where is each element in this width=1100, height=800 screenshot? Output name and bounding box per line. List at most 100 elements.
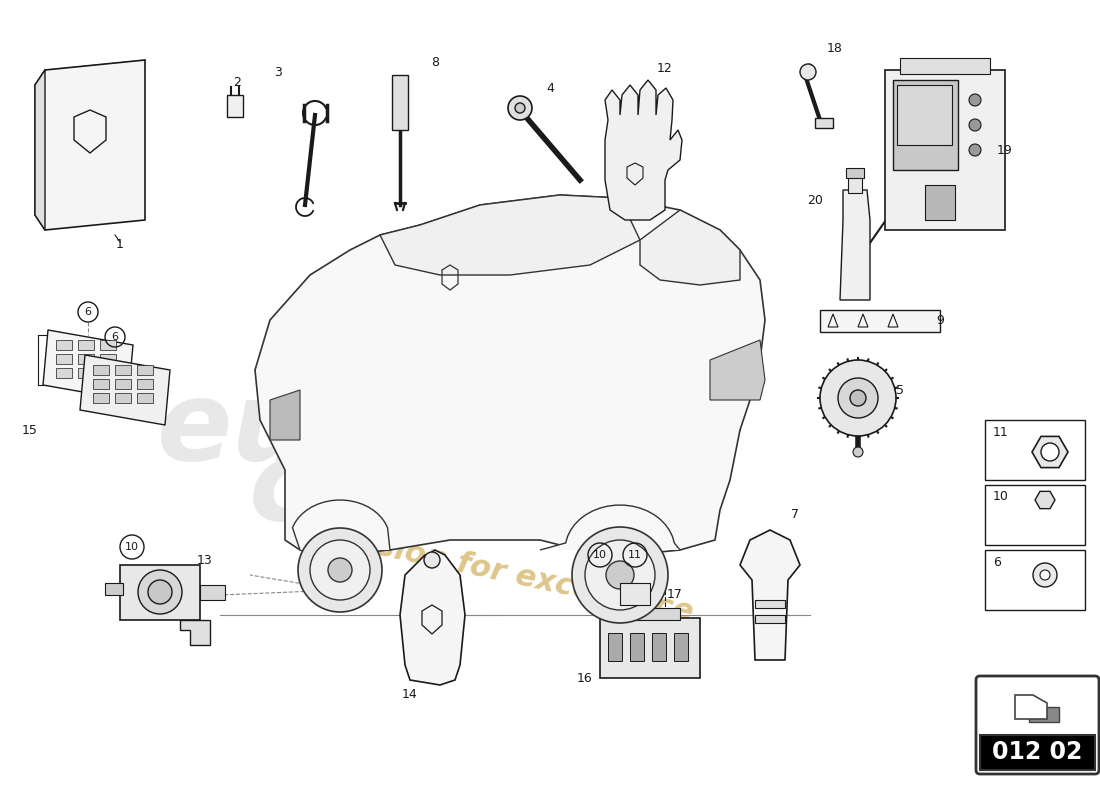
Polygon shape [43,330,133,400]
Bar [56,354,72,364]
Polygon shape [80,355,170,425]
FancyBboxPatch shape [976,676,1099,774]
Polygon shape [379,195,640,275]
Polygon shape [35,70,45,230]
Polygon shape [710,340,764,400]
Bar [620,608,680,620]
Bar [120,565,200,620]
Bar [56,340,72,350]
Bar [56,368,72,378]
Bar [608,633,622,661]
Text: 16: 16 [578,671,593,685]
Bar [674,633,688,661]
Circle shape [148,580,172,604]
Text: euro: euro [157,377,443,483]
Text: 3: 3 [274,66,282,79]
Circle shape [138,570,182,614]
Polygon shape [640,210,740,285]
Bar [138,379,153,389]
Text: 2: 2 [233,77,241,90]
Circle shape [1033,563,1057,587]
Circle shape [515,103,525,113]
Bar [78,340,94,350]
Bar [984,420,1085,480]
Bar [652,633,666,661]
Bar [886,70,1005,230]
Polygon shape [1032,437,1068,467]
Text: 12: 12 [657,62,673,74]
Text: 6: 6 [111,332,119,342]
Bar [848,175,862,193]
Circle shape [800,64,816,80]
Circle shape [508,96,532,120]
Bar [94,379,109,389]
Circle shape [328,558,352,582]
Bar [138,365,153,375]
Text: 1: 1 [117,238,124,251]
Bar [846,168,864,178]
Text: a passion for excellence: a passion for excellence [284,513,696,627]
Circle shape [969,144,981,156]
Bar [78,368,94,378]
Text: 7: 7 [791,509,799,522]
Polygon shape [400,550,465,685]
Bar [755,600,785,608]
Bar [896,85,951,145]
Bar [116,365,131,375]
Polygon shape [35,60,145,230]
Bar [116,379,131,389]
Polygon shape [270,390,300,440]
Bar [900,58,990,74]
Text: 012 02: 012 02 [992,740,1082,764]
Text: 6: 6 [993,555,1001,569]
Text: 6: 6 [85,307,91,317]
Bar [116,393,131,403]
Bar [138,393,153,403]
Bar [815,118,833,128]
Bar [630,633,644,661]
Polygon shape [1015,695,1047,719]
Text: 10: 10 [993,490,1009,503]
Bar [100,368,116,378]
Circle shape [852,447,864,457]
Text: 15: 15 [22,423,37,437]
Text: 14: 14 [403,689,418,702]
Circle shape [838,378,878,418]
Text: 17: 17 [667,589,683,602]
Bar [78,354,94,364]
Polygon shape [605,80,682,220]
Circle shape [606,561,634,589]
Text: 5: 5 [896,383,904,397]
Polygon shape [255,195,764,555]
Polygon shape [840,190,870,300]
Circle shape [1040,570,1050,580]
Text: 20: 20 [807,194,823,206]
Polygon shape [293,500,390,550]
Bar [925,185,955,220]
Circle shape [310,540,370,600]
Circle shape [969,119,981,131]
Circle shape [820,360,896,436]
Bar [984,485,1085,545]
Bar [200,585,225,600]
Circle shape [969,94,981,106]
Text: cars: cars [249,437,510,543]
Bar [893,80,958,170]
Text: 11: 11 [628,550,642,560]
Text: 10: 10 [593,550,607,560]
Circle shape [585,540,654,610]
Text: 18: 18 [827,42,843,54]
Bar [984,550,1085,610]
Circle shape [1041,443,1059,461]
Bar [100,340,116,350]
Bar [94,393,109,403]
Text: 13: 13 [197,554,213,566]
Text: 8: 8 [431,57,439,70]
Text: 9: 9 [936,314,944,326]
Circle shape [424,552,440,568]
Text: 19: 19 [997,143,1013,157]
Bar [820,310,940,332]
Polygon shape [180,620,210,645]
Polygon shape [740,530,800,660]
Bar [100,354,116,364]
